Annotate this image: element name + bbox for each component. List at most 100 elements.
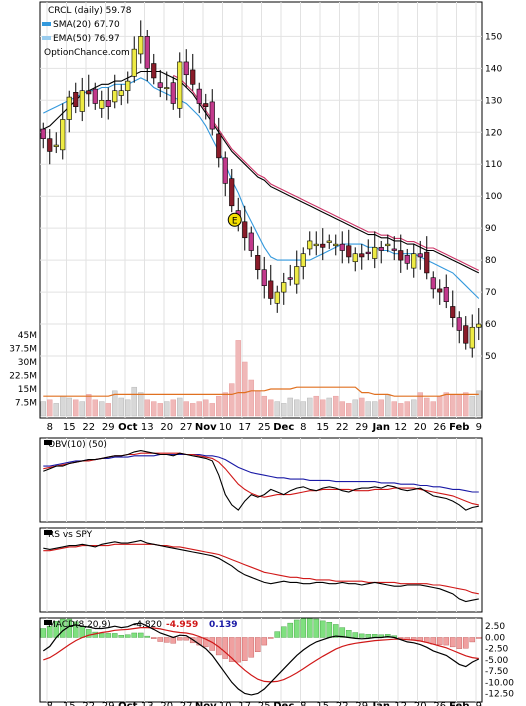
candle-body xyxy=(222,157,228,184)
candle-body xyxy=(73,92,79,107)
macd-histogram-bar xyxy=(397,637,404,639)
x-tick-label-bottom: 25 xyxy=(258,701,271,706)
x-tick-label: 22 xyxy=(336,422,349,433)
macd-histogram-bar xyxy=(352,632,359,638)
legend-label: SMA(20) 67.70 xyxy=(53,20,120,30)
earnings-marker-label: E xyxy=(232,216,238,226)
volume-bar xyxy=(53,403,59,417)
macd-histogram-bar xyxy=(241,637,248,661)
volume-tick-label: 30M xyxy=(18,358,37,368)
macd-histogram-bar xyxy=(313,618,320,638)
macd-histogram-bar xyxy=(384,634,391,638)
volume-bar xyxy=(144,399,150,417)
macd-histogram-bar xyxy=(339,627,346,638)
macd-histogram-bar xyxy=(137,632,144,638)
candle-body xyxy=(450,306,456,318)
price-tick-label: 90 xyxy=(485,224,497,234)
macd-histogram-bar xyxy=(261,637,268,646)
volume-bar xyxy=(294,399,300,417)
macd-histogram-bar xyxy=(131,632,138,638)
macd-tick-label: -10.00 xyxy=(485,678,514,688)
macd-histogram-bar xyxy=(98,633,105,638)
volume-bar xyxy=(365,401,371,417)
macd-histogram-bar xyxy=(300,618,307,638)
candle-body xyxy=(242,221,248,239)
candle-body xyxy=(385,243,391,247)
macd-histogram-bar xyxy=(202,637,209,648)
volume-bar xyxy=(125,399,131,417)
candle-body xyxy=(274,291,280,304)
candle-body xyxy=(430,277,436,290)
volume-bar xyxy=(326,397,332,417)
macd-histogram-bar xyxy=(72,621,79,638)
candle-body xyxy=(476,323,482,328)
volume-bar xyxy=(170,399,176,417)
candle-body xyxy=(60,119,66,151)
volume-bar xyxy=(73,399,79,417)
candle-body xyxy=(248,232,254,251)
ema50-trend-line xyxy=(173,74,480,271)
volume-bar xyxy=(177,397,183,417)
macd-histogram-bar xyxy=(150,637,157,639)
rs-ma-line xyxy=(43,543,479,595)
volume-bar xyxy=(196,401,202,417)
macd-histogram-bar xyxy=(105,633,112,638)
macd-histogram-bar xyxy=(170,637,177,644)
macd-histogram-bar xyxy=(365,634,372,638)
candle-body xyxy=(105,100,111,107)
candle-body xyxy=(443,286,449,302)
macd-tick-label: -12.50 xyxy=(485,690,514,700)
macd-histogram-bar xyxy=(306,618,313,638)
watermark-text: OptionChance.com xyxy=(44,48,130,58)
candle-body xyxy=(47,138,53,152)
candle-body xyxy=(300,253,306,267)
macd-histogram-bar xyxy=(254,637,261,653)
x-tick-label: 15 xyxy=(316,422,329,433)
volume-bar xyxy=(417,392,423,417)
price-tick-label: 110 xyxy=(485,160,502,170)
volume-tick-label: 45M xyxy=(18,331,37,341)
x-tick-label-bottom: Feb xyxy=(449,701,469,706)
candle-body xyxy=(229,178,235,207)
macd-histogram-bar xyxy=(456,637,463,649)
x-tick-label-bottom: Jan xyxy=(371,701,390,706)
volume-bar xyxy=(411,399,417,417)
macd-label: MACD(8,20,9) xyxy=(48,620,111,630)
x-tick-label: 15 xyxy=(63,422,76,433)
candle-body xyxy=(196,88,202,104)
volume-bar xyxy=(255,390,261,417)
x-tick-label: 13 xyxy=(141,422,154,433)
volume-bar xyxy=(66,397,72,417)
price-tick-label: 140 xyxy=(485,64,502,74)
volume-bar xyxy=(456,394,462,417)
macd-histogram-bar xyxy=(176,637,183,641)
x-tick-label-bottom: 9 xyxy=(476,701,482,706)
candle-body xyxy=(333,243,339,247)
candle-body xyxy=(138,36,144,55)
volume-bar xyxy=(151,401,157,417)
volume-bar xyxy=(463,392,469,417)
x-tick-label: 10 xyxy=(219,422,232,433)
candle-body xyxy=(118,90,124,96)
macd-histogram-bar xyxy=(46,626,53,638)
candle-body xyxy=(190,69,196,85)
volume-bar xyxy=(248,379,254,417)
volume-bar xyxy=(404,401,410,417)
candle-body xyxy=(157,82,163,88)
volume-tick-label: 22.5M xyxy=(9,372,37,382)
volume-tick-label: 37.5M xyxy=(9,345,37,355)
x-tick-label-bottom: 15 xyxy=(316,701,329,706)
volume-tick-label: 7.5M xyxy=(15,399,37,409)
macd-histogram-bar xyxy=(111,633,118,638)
volume-bar xyxy=(424,397,430,417)
macd-histogram-bar xyxy=(196,637,203,646)
price-tick-label: 70 xyxy=(485,288,497,298)
volume-bar xyxy=(261,395,267,417)
candle-body xyxy=(391,248,397,251)
macd-tick-label: 2.50 xyxy=(485,622,505,632)
candle-body xyxy=(216,133,222,159)
macd-tick-label: -2.50 xyxy=(485,645,509,655)
x-tick-label-bottom: 27 xyxy=(180,701,193,706)
x-tick-label: 9 xyxy=(476,422,482,433)
macd-histogram-bar xyxy=(358,633,365,638)
